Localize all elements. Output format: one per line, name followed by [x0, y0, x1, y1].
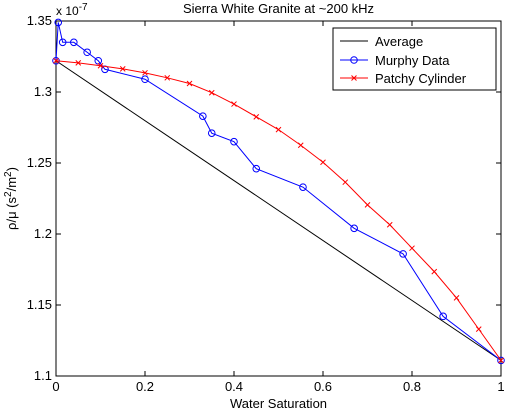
series-layer: [52, 18, 505, 365]
legend-marker-murphy: [350, 56, 358, 64]
data-point-murphy-data: [399, 250, 407, 258]
y-multiplier-base: x 10: [56, 4, 79, 18]
data-point-patchy-cylinder: [342, 179, 349, 186]
x-tick-label: 1: [497, 379, 504, 394]
x-axis-label: Water Saturation: [230, 396, 327, 411]
y-multiplier: x 10-7: [56, 2, 88, 18]
y-tick-label: 1.15: [27, 297, 52, 312]
data-point-murphy-data: [350, 224, 358, 233]
data-point-murphy-data: [54, 18, 63, 27]
data-point-murphy-data: [299, 183, 307, 191]
data-point-patchy-cylinder: [75, 60, 82, 66]
data-point-patchy-cylinder: [297, 142, 304, 149]
data-point-patchy-cylinder: [97, 62, 104, 69]
legend-box: [332, 27, 497, 91]
data-point-murphy-data: [141, 75, 149, 84]
axis-ticks: 0 0.2 0.4 0.6 0.8 1 1.1 1.15 1.2 1.25 1.3 1.35: [27, 13, 505, 394]
x-tick-label: 0: [52, 379, 59, 394]
x-tick-label: 0.2: [136, 379, 154, 394]
legend-marker-patchy: [351, 75, 357, 81]
y-axis-label-sup1: 2: [3, 191, 14, 197]
y-tick-label: 1.3: [34, 84, 52, 99]
y-axis-label-sup2: 2: [3, 171, 14, 177]
chart-title: Sierra White Granite at ~200 kHz: [183, 1, 374, 16]
data-point-patchy-cylinder: [409, 245, 415, 252]
data-point-patchy-cylinder: [386, 221, 393, 228]
data-point-murphy-data: [497, 356, 505, 365]
data-point-patchy-cylinder: [475, 326, 482, 332]
data-point-murphy-data: [199, 112, 207, 120]
data-point-patchy-cylinder: [364, 202, 371, 208]
y-tick-label: 1.35: [27, 13, 52, 28]
legend-label-murphy: Murphy Data: [375, 53, 450, 68]
legend: Average Murphy Data Patchy Cylinder: [332, 27, 497, 91]
data-point-murphy-data: [230, 137, 238, 146]
y-axis-label-main: ρ/μ (s: [4, 196, 19, 229]
data-point-patchy-cylinder: [498, 357, 504, 364]
data-point-murphy-data: [207, 129, 216, 137]
data-point-patchy-cylinder: [253, 113, 260, 120]
y-multiplier-exponent: -7: [79, 2, 88, 13]
series-line-average: [55, 60, 502, 361]
y-axis-label-end: ): [4, 167, 19, 171]
data-point-patchy-cylinder: [142, 69, 148, 76]
data-point-murphy-data: [252, 164, 261, 173]
data-point-patchy-cylinder: [164, 74, 171, 81]
x-tick-label: 0.8: [403, 379, 421, 394]
data-point-patchy-cylinder: [431, 268, 438, 275]
data-point-murphy-data: [58, 38, 67, 47]
data-point-murphy-data: [70, 38, 78, 47]
legend-label-average: Average: [375, 34, 423, 49]
data-point-patchy-cylinder: [320, 159, 326, 166]
data-point-patchy-cylinder: [231, 101, 237, 107]
y-tick-label: 1.25: [27, 155, 52, 170]
data-point-murphy-data: [439, 312, 447, 321]
data-point-patchy-cylinder: [186, 80, 193, 87]
x-tick-label: 0.4: [225, 379, 243, 394]
data-point-patchy-cylinder: [119, 66, 126, 72]
data-point-murphy-data: [83, 48, 91, 57]
legend-label-patchy: Patchy Cylinder: [375, 71, 467, 86]
data-point-patchy-cylinder: [275, 126, 282, 133]
data-point-patchy-cylinder: [208, 89, 215, 96]
y-axis-label-mid: /m: [4, 177, 19, 191]
x-tick-label: 0.6: [314, 379, 332, 394]
y-tick-label: 1.2: [34, 226, 52, 241]
y-tick-label: 1.1: [34, 368, 52, 383]
data-point-patchy-cylinder: [453, 295, 460, 301]
y-axis-label: ρ/μ (s2/m2): [3, 167, 19, 230]
data-point-patchy-cylinder: [53, 57, 59, 64]
